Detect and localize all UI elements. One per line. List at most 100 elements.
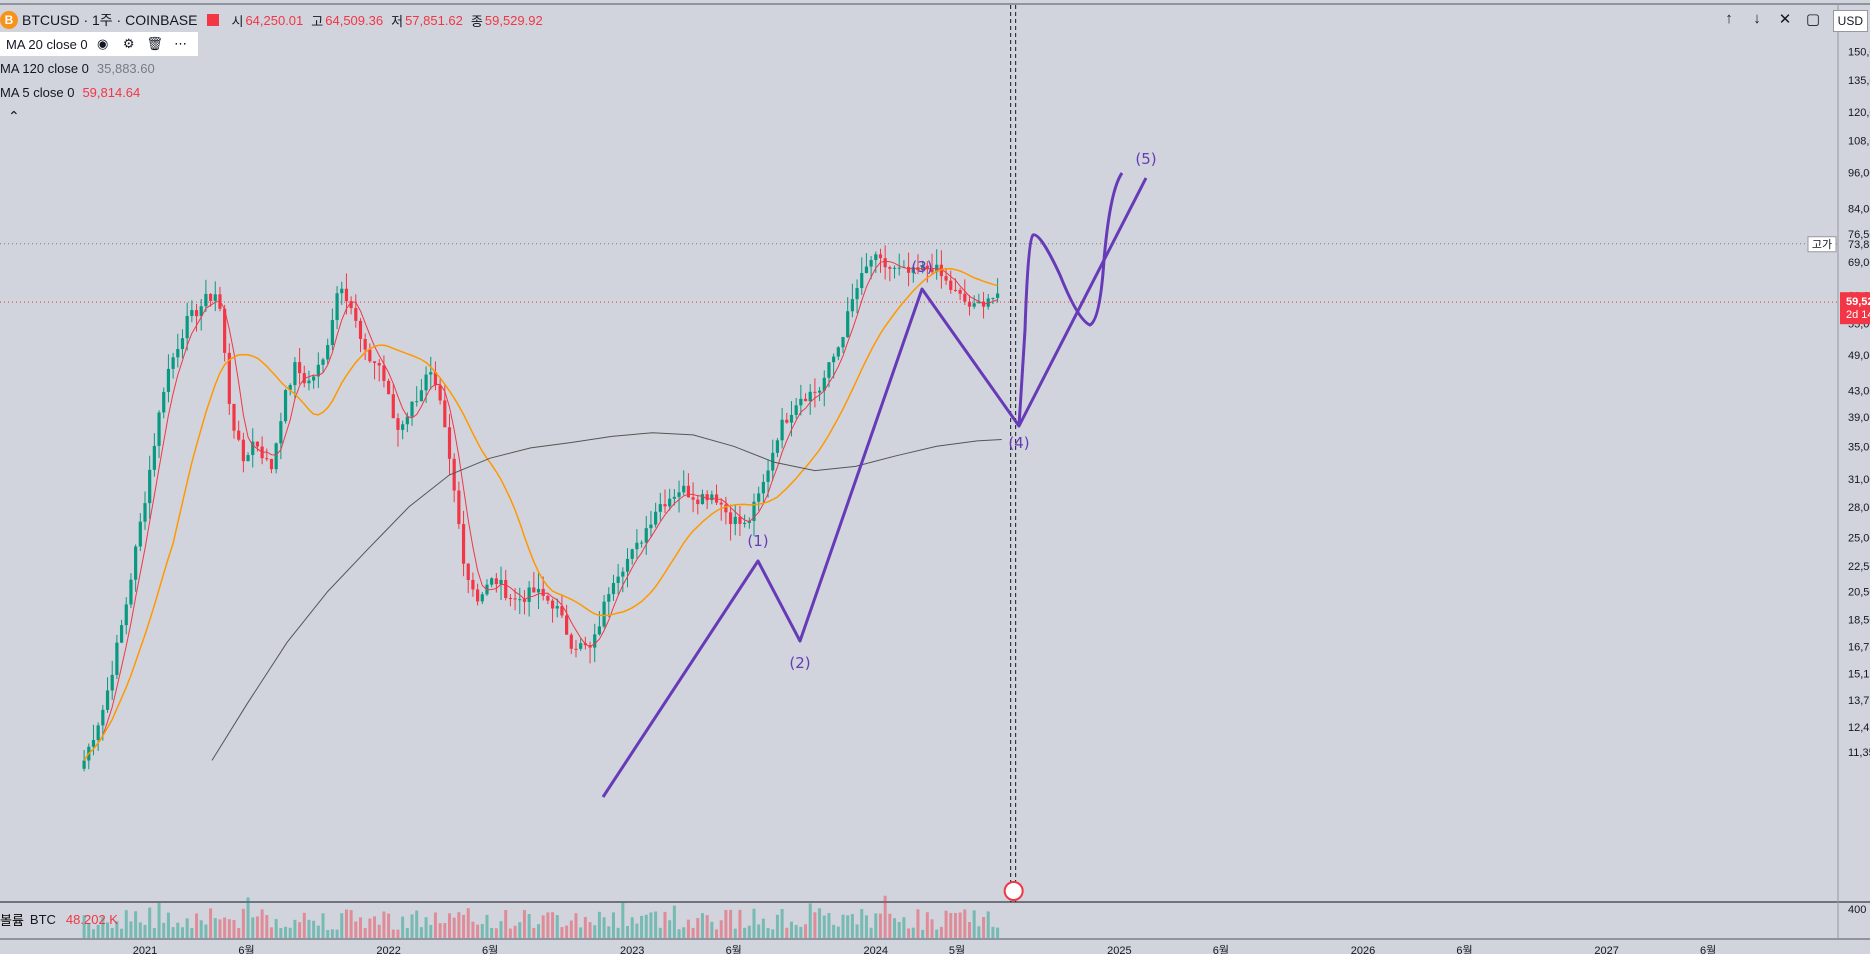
indicator-ma5-name[interactable]: MA 5 close 0 bbox=[0, 84, 75, 100]
volume-bar bbox=[663, 911, 667, 938]
flag-icon[interactable] bbox=[207, 14, 220, 26]
candle-body bbox=[565, 615, 569, 635]
collapse-legend-chevron-up-icon[interactable]: ⌃ bbox=[8, 108, 20, 124]
volume-bar bbox=[855, 924, 859, 938]
candle-body bbox=[911, 267, 915, 273]
volume-bar bbox=[391, 929, 395, 938]
volume-bar bbox=[330, 929, 334, 938]
volume-bar bbox=[218, 919, 222, 938]
candle-body bbox=[326, 345, 330, 360]
candle-body bbox=[743, 522, 747, 524]
volume-bar bbox=[157, 903, 161, 938]
candle-body bbox=[138, 521, 142, 547]
volume-bar bbox=[982, 917, 986, 938]
time-tick-label: 5월 bbox=[949, 944, 965, 954]
candle-body bbox=[869, 260, 873, 267]
more-icon[interactable]: ⋯ bbox=[174, 36, 188, 51]
volume-bar bbox=[96, 924, 100, 938]
symbol-row[interactable]: B BTCUSD · 1주 · COINBASE 시 64,250.01 고 64,… bbox=[0, 8, 551, 32]
candle-body bbox=[410, 401, 414, 417]
indicator-ma20-name[interactable]: MA 20 close 0 bbox=[6, 36, 88, 52]
elliott-wave-path[interactable] bbox=[601, 172, 1124, 798]
volume-bar bbox=[209, 908, 213, 938]
candle-body bbox=[808, 391, 812, 402]
collapse-icon[interactable]: ✕ bbox=[1778, 11, 1792, 28]
candle-body bbox=[494, 578, 498, 585]
volume-bar bbox=[368, 918, 372, 938]
price-tick-label: 39,00 bbox=[1848, 412, 1870, 424]
volume-bar bbox=[302, 912, 306, 938]
candle-body bbox=[546, 595, 550, 601]
eye-icon[interactable]: ◉ bbox=[96, 36, 109, 51]
arrow-up-icon[interactable]: ↑ bbox=[1725, 10, 1733, 27]
candle-body bbox=[476, 589, 480, 602]
indicator-ma20[interactable]: MA 20 close 0 ◉ ⚙ 🗑 ⋯ bbox=[0, 32, 551, 56]
candle-body bbox=[986, 298, 990, 307]
arrow-down-icon[interactable]: ↓ bbox=[1753, 10, 1761, 27]
volume-bar bbox=[537, 924, 541, 938]
volume-bar bbox=[649, 912, 653, 938]
candle-body bbox=[892, 267, 897, 269]
candle-body bbox=[223, 308, 227, 353]
indicator-ma5[interactable]: MA 5 close 0 59,814.64 bbox=[0, 80, 551, 104]
maximize-icon[interactable]: ▢ bbox=[1805, 11, 1821, 28]
high-label-name: 고가 bbox=[1812, 238, 1832, 251]
candle-body bbox=[119, 625, 124, 643]
volume-bar bbox=[705, 915, 709, 938]
volume-bar bbox=[864, 915, 868, 938]
volume-bar bbox=[274, 919, 278, 938]
volume-bar bbox=[822, 915, 826, 938]
volume-bar bbox=[419, 927, 423, 938]
us-flag-event-icon[interactable] bbox=[1003, 881, 1024, 901]
candle-body bbox=[639, 542, 644, 544]
volume-bar bbox=[644, 914, 648, 938]
time-tick-label: 6월 bbox=[1456, 944, 1472, 954]
volume-bar bbox=[963, 909, 967, 938]
volume-bar bbox=[935, 929, 939, 938]
currency-button[interactable]: USD bbox=[1832, 10, 1868, 32]
candle-body bbox=[105, 690, 110, 710]
wave-label: (1) bbox=[747, 532, 768, 550]
candle-body bbox=[789, 414, 794, 423]
candle-body bbox=[752, 501, 756, 521]
volume-bar bbox=[335, 929, 339, 938]
volume-bar bbox=[91, 929, 95, 938]
candle-body bbox=[921, 265, 925, 271]
volume-bar bbox=[850, 914, 854, 938]
volume-bar bbox=[232, 919, 236, 938]
volume-bar bbox=[827, 913, 831, 938]
trash-icon[interactable]: 🗑 bbox=[146, 36, 163, 51]
volume-bar bbox=[129, 921, 133, 938]
volume-bar bbox=[621, 901, 625, 938]
volume-bar bbox=[588, 922, 592, 938]
candle-body bbox=[635, 542, 639, 550]
candle-body bbox=[883, 258, 887, 268]
volume-bar bbox=[237, 928, 241, 938]
price-tick-label: 22,50 bbox=[1848, 561, 1870, 573]
candle-body bbox=[438, 385, 442, 401]
candle-body bbox=[162, 391, 166, 413]
candle-body bbox=[677, 492, 681, 497]
volume-bar bbox=[213, 918, 217, 938]
volume-bar bbox=[344, 909, 348, 938]
symbol-title[interactable]: BTCUSD · 1주 · COINBASE bbox=[22, 12, 198, 28]
gear-icon[interactable]: ⚙ bbox=[122, 36, 135, 51]
candle-body bbox=[668, 498, 672, 507]
volume-bar bbox=[180, 927, 184, 938]
volume-bar bbox=[433, 912, 437, 938]
candle-body bbox=[855, 287, 859, 300]
volume-bar bbox=[729, 909, 733, 938]
indicator-ma120-name[interactable]: MA 120 close 0 bbox=[0, 60, 89, 76]
candle-body bbox=[649, 524, 653, 529]
volume-bar bbox=[185, 918, 189, 938]
candle-body bbox=[143, 503, 147, 522]
channel-line[interactable] bbox=[1017, 177, 1148, 427]
volume-bar bbox=[967, 921, 971, 938]
candle-body bbox=[593, 634, 597, 648]
volume-value: 48.202 K bbox=[65, 912, 118, 927]
volume-bar bbox=[551, 912, 555, 938]
indicator-ma120[interactable]: MA 120 close 0 35,883.60 bbox=[0, 56, 551, 80]
price-tick-label: 13,75 bbox=[1848, 695, 1870, 707]
candle-body bbox=[602, 601, 606, 627]
